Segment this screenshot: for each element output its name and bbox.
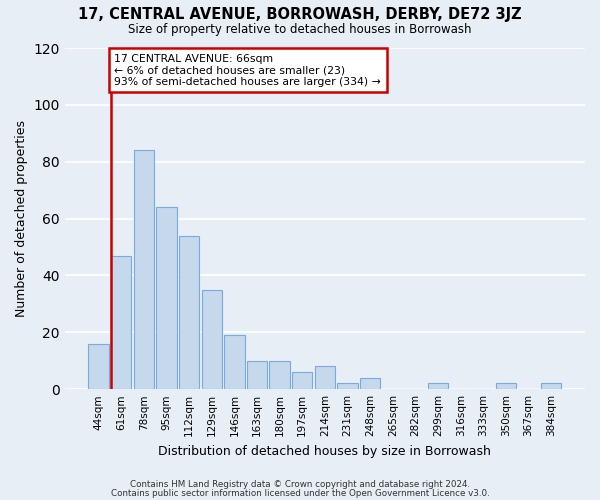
Bar — [428, 384, 448, 389]
Bar — [269, 360, 290, 389]
Bar — [337, 384, 358, 389]
Text: 17 CENTRAL AVENUE: 66sqm
← 6% of detached houses are smaller (23)
93% of semi-de: 17 CENTRAL AVENUE: 66sqm ← 6% of detache… — [115, 54, 381, 87]
Bar — [496, 384, 516, 389]
Bar — [247, 360, 267, 389]
Bar — [134, 150, 154, 389]
Bar — [111, 256, 131, 389]
Bar — [292, 372, 313, 389]
Bar — [88, 344, 109, 389]
Bar — [541, 384, 562, 389]
Bar — [157, 207, 176, 389]
Text: 17, CENTRAL AVENUE, BORROWASH, DERBY, DE72 3JZ: 17, CENTRAL AVENUE, BORROWASH, DERBY, DE… — [78, 8, 522, 22]
Bar — [202, 290, 222, 389]
Y-axis label: Number of detached properties: Number of detached properties — [15, 120, 28, 317]
Bar — [315, 366, 335, 389]
X-axis label: Distribution of detached houses by size in Borrowash: Distribution of detached houses by size … — [158, 444, 491, 458]
Bar — [224, 335, 245, 389]
Text: Contains HM Land Registry data © Crown copyright and database right 2024.: Contains HM Land Registry data © Crown c… — [130, 480, 470, 489]
Text: Contains public sector information licensed under the Open Government Licence v3: Contains public sector information licen… — [110, 488, 490, 498]
Bar — [360, 378, 380, 389]
Bar — [179, 236, 199, 389]
Text: Size of property relative to detached houses in Borrowash: Size of property relative to detached ho… — [128, 22, 472, 36]
